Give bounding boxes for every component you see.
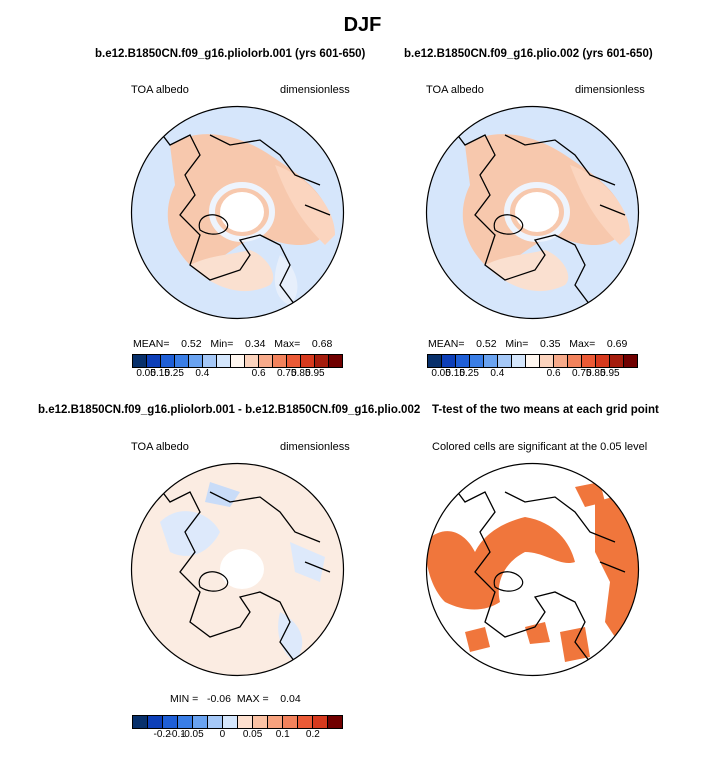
colorbar-swatch	[148, 716, 163, 728]
colorbar-swatch	[259, 355, 273, 367]
polar-map-top-right	[425, 105, 640, 320]
colorbar-swatch	[287, 355, 301, 367]
colorbar-swatch	[328, 716, 342, 728]
colorbar-top-left: 0.05 0.15 0.25 0.4 0.6 0.75 0.85 0.95	[132, 354, 343, 382]
variable-label-top-right: TOA albedo	[426, 84, 484, 96]
colorbar-tick-label: 0.4	[490, 368, 505, 379]
colorbar-swatch	[624, 355, 637, 367]
colorbar-tick-label: 0.05	[136, 368, 156, 379]
colorbar-swatch	[470, 355, 484, 367]
colorbar-swatch	[301, 355, 315, 367]
panel-title-bottom-right: T-test of the two means at each grid poi…	[432, 404, 659, 416]
significance-note: Colored cells are significant at the 0.0…	[432, 441, 648, 453]
colorbar-swatch	[329, 355, 342, 367]
colorbar-tick-label: 0.95	[600, 368, 620, 379]
colorbar-swatch	[163, 716, 178, 728]
colorbar-ticks: 0.05 0.15 0.25 0.4 0.6 0.75 0.85 0.95	[132, 368, 343, 382]
colorbar-swatch	[554, 355, 568, 367]
colorbar-swatch	[273, 355, 287, 367]
colorbar-swatch	[147, 355, 161, 367]
units-label-bottom-left: dimensionless	[280, 441, 350, 453]
colorbar-swatch	[283, 716, 298, 728]
colorbar-tick-label: 0.05	[431, 368, 451, 379]
colorbar-tick-label: 0.85	[291, 368, 311, 379]
colorbar-swatch	[526, 355, 540, 367]
colorbar-swatches	[132, 715, 343, 729]
variable-label-top-left: TOA albedo	[131, 84, 189, 96]
colorbar-swatch	[193, 716, 208, 728]
colorbar-swatches	[132, 354, 343, 368]
colorbar-swatch	[498, 355, 512, 367]
colorbar-tick-label: 0.2	[305, 729, 320, 740]
colorbar-tick-label: -0.2	[153, 729, 171, 740]
colorbar-tick-label: 0.1	[275, 729, 290, 740]
colorbar-tick-label: 0.15	[150, 368, 170, 379]
colorbar-swatch	[208, 716, 223, 728]
colorbar-swatch	[582, 355, 596, 367]
colorbar-swatch	[245, 355, 259, 367]
colorbar-swatch	[610, 355, 624, 367]
panel-title-top-left: b.e12.B1850CN.f09_g16.pliolorb.001 (yrs …	[95, 48, 366, 60]
polar-map-bottom-left	[130, 462, 345, 677]
colorbar-swatch	[178, 716, 193, 728]
variable-label-bottom-left: TOA albedo	[131, 441, 189, 453]
colorbar-swatch	[298, 716, 313, 728]
figure-title: DJF	[343, 14, 382, 36]
colorbar-tick-label: 0.25	[164, 368, 184, 379]
colorbar-bottom-left: -0.2 -0.1 -0.05 0 0.05 0.1 0.2	[132, 715, 343, 743]
colorbar-swatch	[223, 716, 238, 728]
colorbar-swatch	[568, 355, 582, 367]
panel-title-bottom-left: b.e12.B1850CN.f09_g16.pliolorb.001 - b.e…	[38, 404, 421, 416]
colorbar-swatch	[203, 355, 217, 367]
colorbar-swatch	[268, 716, 283, 728]
colorbar-tick-label: 0	[219, 729, 226, 740]
colorbar-tick-label: 0.6	[546, 368, 561, 379]
colorbar-tick-label: 0.75	[571, 368, 592, 379]
colorbar-swatch	[175, 355, 189, 367]
colorbar-swatches	[427, 354, 638, 368]
colorbar-tick-label: 0.6	[251, 368, 266, 379]
colorbar-swatch	[442, 355, 456, 367]
colorbar-tick-label: 0.95	[305, 368, 325, 379]
polar-map-top-left	[130, 105, 345, 320]
colorbar-swatch	[315, 355, 329, 367]
colorbar-tick-label: -0.05	[180, 729, 204, 740]
colorbar-swatch	[133, 716, 148, 728]
colorbar-swatch	[512, 355, 526, 367]
colorbar-swatch	[456, 355, 470, 367]
colorbar-tick-label: 0.05	[242, 729, 263, 740]
colorbar-swatch	[540, 355, 554, 367]
colorbar-swatch	[253, 716, 268, 728]
colorbar-top-right: 0.05 0.15 0.25 0.4 0.6 0.75 0.85 0.95	[427, 354, 638, 382]
colorbar-swatch	[189, 355, 203, 367]
colorbar-swatch	[217, 355, 231, 367]
colorbar-ticks: 0.05 0.15 0.25 0.4 0.6 0.75 0.85 0.95	[427, 368, 638, 382]
stats-bottom-left: MIN = -0.06 MAX = 0.04	[170, 693, 301, 705]
units-label-top-left: dimensionless	[280, 84, 350, 96]
colorbar-swatch	[231, 355, 245, 367]
stats-top-right: MEAN= 0.52 Min= 0.35 Max= 0.69	[428, 338, 628, 350]
stats-top-left: MEAN= 0.52 Min= 0.34 Max= 0.68	[133, 338, 333, 350]
panel-title-top-right: b.e12.B1850CN.f09_g16.plio.002 (yrs 601-…	[404, 48, 653, 60]
colorbar-swatch	[133, 355, 147, 367]
colorbar-swatch	[428, 355, 442, 367]
colorbar-swatch	[484, 355, 498, 367]
colorbar-tick-label: 0.25	[459, 368, 479, 379]
colorbar-tick-label: 0.15	[445, 368, 465, 379]
colorbar-tick-label: -0.1	[168, 729, 186, 740]
colorbar-ticks: -0.2 -0.1 -0.05 0 0.05 0.1 0.2	[132, 729, 343, 743]
colorbar-swatch	[238, 716, 253, 728]
colorbar-swatch	[161, 355, 175, 367]
colorbar-swatch	[313, 716, 328, 728]
significance-map	[425, 462, 640, 677]
units-label-top-right: dimensionless	[575, 84, 645, 96]
colorbar-tick-label: 0.75	[276, 368, 297, 379]
colorbar-swatch	[596, 355, 610, 367]
colorbar-tick-label: 0.4	[195, 368, 210, 379]
colorbar-tick-label: 0.85	[586, 368, 606, 379]
